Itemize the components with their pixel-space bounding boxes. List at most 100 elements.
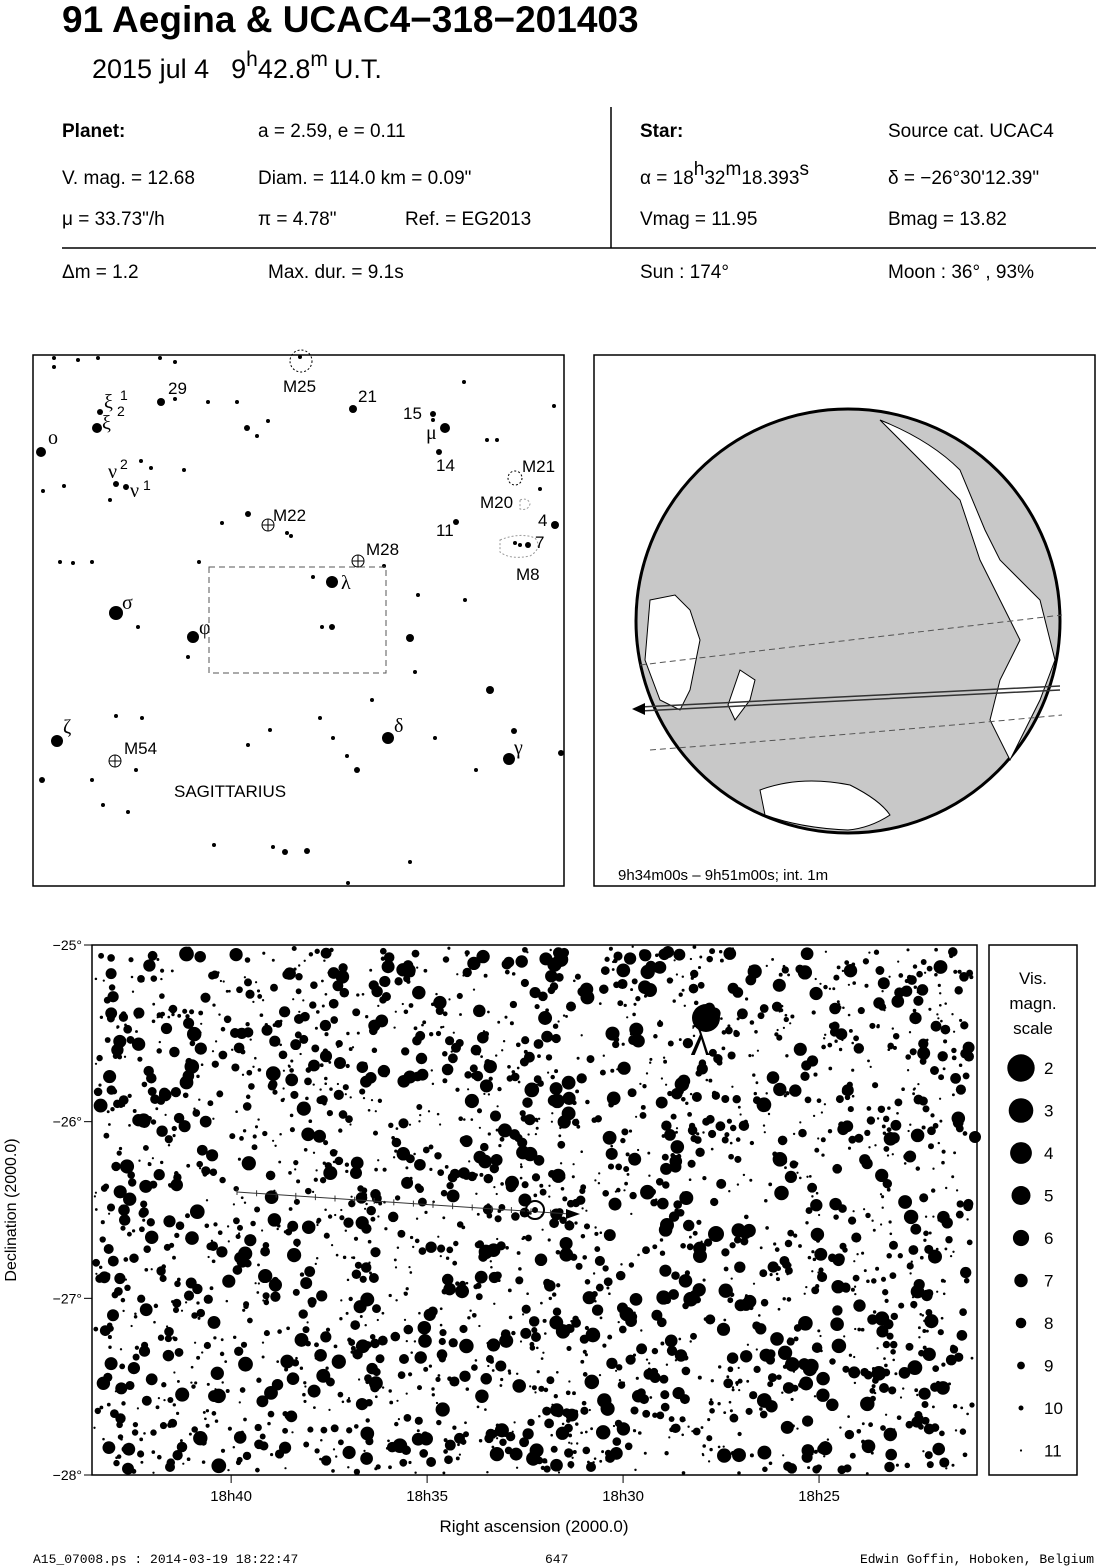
star (607, 1163, 615, 1170)
finder-star (41, 489, 45, 493)
star (519, 1110, 526, 1117)
finder-star (518, 543, 522, 547)
star (625, 1315, 637, 1327)
finder-star (370, 698, 374, 702)
star (776, 1374, 782, 1380)
star (156, 958, 160, 961)
star (172, 1336, 176, 1340)
star-label: 2 (120, 456, 128, 472)
star (663, 1059, 668, 1064)
star (263, 1330, 270, 1337)
finder-star (431, 418, 435, 422)
finder-star (349, 405, 357, 413)
star (346, 1427, 353, 1434)
star (440, 1026, 443, 1029)
star (156, 1266, 166, 1276)
star (438, 1355, 446, 1363)
star (762, 1398, 766, 1402)
star (295, 988, 302, 995)
star (152, 1471, 155, 1474)
star (184, 1301, 188, 1304)
star (496, 1237, 499, 1241)
star (842, 1006, 845, 1009)
star (844, 960, 850, 965)
star (847, 1146, 852, 1150)
star (745, 1407, 753, 1415)
star (285, 1073, 299, 1087)
star (143, 959, 156, 972)
star (499, 1438, 507, 1447)
star (97, 1380, 104, 1387)
bright-star (660, 1218, 674, 1232)
star (338, 963, 348, 973)
star (495, 1360, 507, 1372)
star (939, 1430, 945, 1437)
star (397, 1371, 406, 1379)
star (471, 1312, 477, 1318)
star (111, 1291, 119, 1299)
star (529, 987, 541, 999)
star (314, 1349, 327, 1362)
star (414, 1471, 417, 1474)
star (692, 1427, 701, 1436)
star (774, 1032, 779, 1037)
star (133, 1315, 138, 1319)
star (952, 1403, 958, 1409)
star (832, 1254, 845, 1267)
star (736, 1183, 740, 1186)
star (322, 1048, 329, 1054)
star (922, 1105, 930, 1113)
star (620, 1263, 623, 1266)
star (748, 1295, 752, 1299)
star (233, 1431, 247, 1444)
star (941, 1160, 945, 1165)
star (207, 1255, 210, 1259)
star (157, 1396, 161, 1400)
star-label: ν (130, 480, 139, 502)
star (779, 1008, 784, 1013)
star (819, 982, 822, 985)
star (444, 1455, 453, 1465)
star (388, 1389, 392, 1393)
star (136, 1407, 139, 1410)
star (408, 1372, 413, 1377)
star (155, 1405, 160, 1410)
star (262, 1130, 268, 1137)
star (295, 1356, 298, 1360)
star (904, 1462, 911, 1469)
star (913, 995, 924, 1006)
star (344, 1162, 350, 1167)
star (531, 1173, 541, 1182)
star (807, 1324, 810, 1327)
star (544, 1460, 548, 1464)
star (370, 1189, 381, 1200)
star (793, 1324, 802, 1332)
star (103, 1070, 117, 1084)
star (306, 1321, 309, 1324)
star (721, 1136, 729, 1144)
star (790, 1397, 794, 1401)
star (375, 1014, 389, 1028)
star (173, 1371, 176, 1374)
star (537, 1054, 541, 1058)
star (270, 1291, 281, 1302)
star (852, 1373, 856, 1377)
star (598, 1002, 602, 1005)
star (911, 1296, 915, 1299)
star (413, 1152, 416, 1156)
star (769, 1273, 773, 1277)
finder-star (486, 686, 494, 694)
star (902, 1387, 905, 1390)
star (798, 1244, 802, 1248)
star (540, 1301, 543, 1305)
star (120, 1204, 124, 1208)
star (415, 1217, 419, 1220)
star (952, 1250, 955, 1253)
star (442, 1051, 448, 1057)
star (243, 1454, 249, 1460)
star (296, 1179, 301, 1184)
star (218, 1050, 228, 1060)
star (94, 1062, 98, 1065)
star (743, 1214, 749, 1220)
